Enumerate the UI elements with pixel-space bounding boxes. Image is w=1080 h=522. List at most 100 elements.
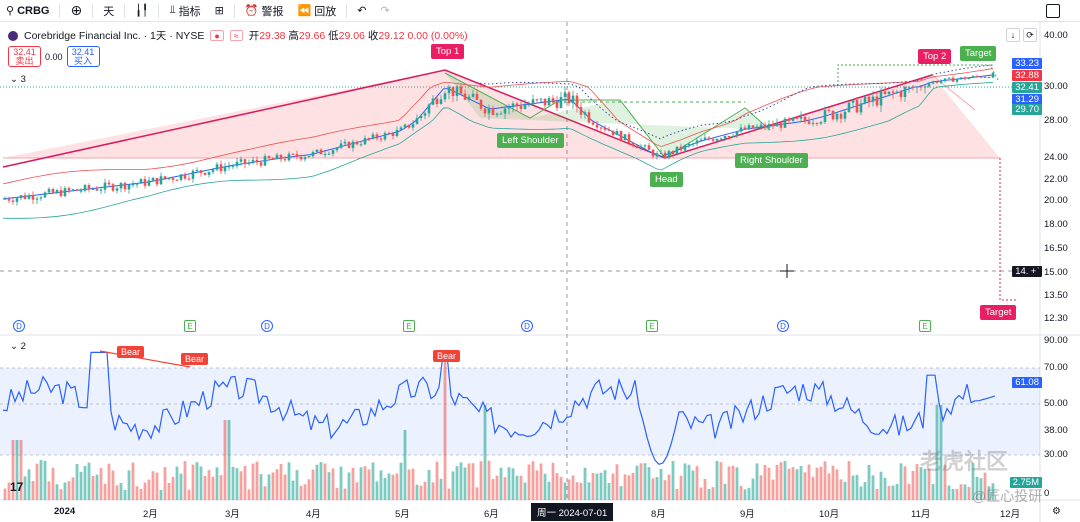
- candle-body: [323, 153, 327, 155]
- right-shoulder-tag[interactable]: Right Shoulder: [735, 153, 808, 168]
- volume-bar: [243, 465, 247, 500]
- scale-down-icon[interactable]: ↓: [1006, 28, 1020, 42]
- symbol-search[interactable]: ⚲ CRBG: [0, 0, 56, 22]
- bear-div-1: [99, 350, 191, 368]
- candle-body: [283, 159, 287, 161]
- legend-flag-icon[interactable]: ●: [210, 30, 224, 41]
- chart-type-button[interactable]: ╽╿: [128, 0, 155, 22]
- settings-gear-icon[interactable]: ⚙: [1052, 506, 1061, 517]
- candle-body: [59, 190, 63, 197]
- price-label: 33.23: [1012, 58, 1042, 69]
- earnings-event-icon[interactable]: E: [184, 320, 196, 332]
- legend-wave-icon[interactable]: ≈: [229, 30, 243, 41]
- layout-button[interactable]: ⊞: [208, 0, 231, 22]
- dividend-event-icon[interactable]: D: [521, 320, 533, 332]
- bear-tag-3[interactable]: Bear: [433, 350, 461, 362]
- rsi-line: [2, 351, 996, 465]
- alerts-button[interactable]: ⏰ 警报: [238, 0, 291, 22]
- add-alert-icon[interactable]: +: [1028, 266, 1039, 277]
- volume-bar: [263, 486, 267, 500]
- candle-body: [187, 178, 191, 180]
- volume-bar: [735, 467, 739, 500]
- indicators-button[interactable]: ⫫ 指标: [162, 0, 207, 22]
- volume-bar: [691, 470, 695, 500]
- volume-bar: [159, 489, 163, 500]
- candle-body: [583, 112, 587, 115]
- candle-body: [683, 145, 687, 151]
- candle-body: [779, 123, 783, 128]
- volume-bar: [283, 474, 287, 500]
- bear-tag-2[interactable]: Bear: [181, 353, 209, 365]
- volume-bar: [611, 473, 615, 500]
- candle-body: [783, 118, 787, 128]
- target-tag-upper[interactable]: Target: [960, 46, 997, 61]
- sync-icon[interactable]: ⟳: [1023, 28, 1037, 42]
- rsi-tick: 90.00: [1044, 335, 1068, 346]
- volume-bar: [371, 462, 375, 500]
- candle-body: [147, 180, 151, 186]
- dividend-event-icon[interactable]: D: [13, 320, 25, 332]
- rsi-tick: 70.00: [1044, 362, 1068, 373]
- price-label: 31.29: [1012, 94, 1042, 105]
- volume-bar: [463, 467, 467, 500]
- sell-button[interactable]: 32.41 卖出: [8, 46, 41, 67]
- buy-price: 32.41: [71, 46, 95, 57]
- candle-body: [439, 99, 443, 105]
- volume-bar: [723, 483, 727, 500]
- earnings-event-icon[interactable]: E: [919, 320, 931, 332]
- hs-line: [444, 72, 771, 159]
- candle-body: [375, 134, 379, 139]
- undo-button[interactable]: ↶: [350, 0, 373, 22]
- earnings-event-icon[interactable]: E: [403, 320, 415, 332]
- candle-body: [271, 158, 275, 160]
- volume-bar: [919, 467, 923, 500]
- candle-body: [63, 188, 67, 197]
- replay-button[interactable]: ⏪ 回放: [291, 0, 344, 22]
- compare-button[interactable]: ⊕: [63, 0, 89, 22]
- target-tag-lower[interactable]: Target: [980, 305, 1017, 320]
- top1-tag[interactable]: Top 1: [431, 44, 465, 59]
- dividend-event-icon[interactable]: D: [777, 320, 789, 332]
- earnings-event-icon[interactable]: E: [646, 320, 658, 332]
- volume-bar: [423, 481, 427, 500]
- candle-body: [199, 170, 203, 173]
- buy-button[interactable]: 32.41 买入: [66, 46, 100, 67]
- redo-button[interactable]: ↷: [373, 0, 396, 22]
- volume-bar: [503, 477, 507, 500]
- pane1-collapse[interactable]: ⌄ 3: [10, 74, 26, 85]
- candle-body: [667, 151, 671, 158]
- candle-body: [431, 98, 435, 105]
- volume-bar: [935, 405, 939, 500]
- volume-bar: [495, 475, 499, 500]
- candle-body: [823, 110, 827, 123]
- pane2-collapse[interactable]: ⌄ 2: [10, 341, 26, 352]
- volume-bar: [431, 482, 435, 500]
- bear-tag-1[interactable]: Bear: [117, 346, 145, 358]
- volume-bar: [387, 473, 391, 500]
- volume-bar: [451, 471, 455, 500]
- candle-body: [851, 99, 855, 103]
- candle-body: [951, 77, 955, 82]
- toolbar-divider: [158, 3, 160, 18]
- interval-button[interactable]: 天: [96, 0, 121, 22]
- volume-bar: [979, 478, 983, 500]
- volume-bar: [411, 468, 415, 500]
- candle-body: [167, 178, 171, 180]
- candle-body: [327, 153, 331, 155]
- candle-body: [979, 76, 983, 78]
- volume-bar: [911, 470, 915, 500]
- tradingview-logo-icon: 17: [10, 480, 24, 494]
- volume-bar: [523, 482, 527, 500]
- fullscreen-icon[interactable]: [1046, 3, 1060, 18]
- head-tag[interactable]: Head: [650, 172, 683, 187]
- dividend-event-icon[interactable]: D: [261, 320, 273, 332]
- sell-label: 卖出: [15, 55, 34, 66]
- volume-bar: [279, 464, 283, 500]
- left-shoulder-tag[interactable]: Left Shoulder: [497, 133, 564, 148]
- volume-bar: [787, 468, 791, 500]
- candle-body: [27, 195, 31, 199]
- top2-tag[interactable]: Top 2: [918, 49, 952, 64]
- candle-body: [79, 190, 83, 192]
- candle-body: [287, 153, 291, 161]
